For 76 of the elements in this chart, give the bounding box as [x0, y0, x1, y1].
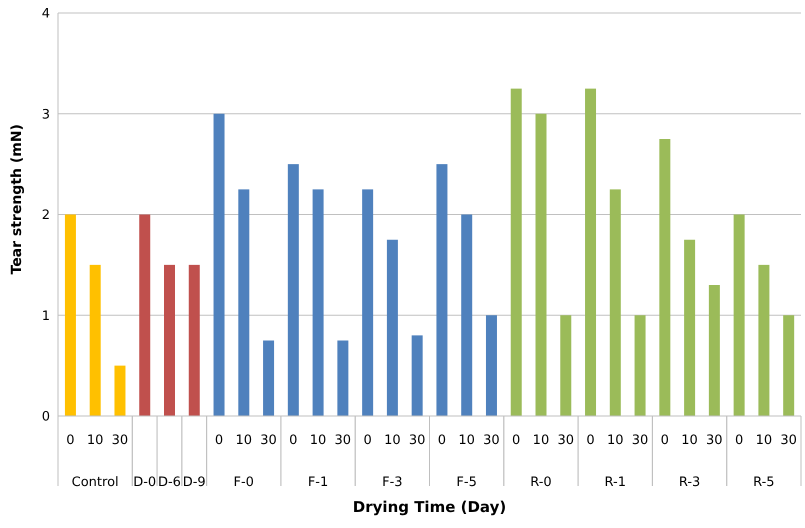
bar	[684, 240, 696, 416]
bar	[238, 189, 250, 416]
text: Control	[72, 475, 119, 490]
x-tick-label: 0	[734, 433, 744, 448]
text: D-9	[182, 475, 206, 490]
x-tick-label: 0	[363, 433, 372, 448]
x-tick-label: 10	[606, 433, 624, 448]
x-tick-label: 30	[334, 433, 352, 448]
x-tick-label: 30	[112, 433, 128, 448]
x-tick-label: 10	[681, 433, 698, 448]
text: D-0	[133, 475, 156, 490]
bar	[634, 315, 646, 416]
bar	[510, 88, 522, 416]
x-tick-label: 30	[483, 433, 500, 448]
bar	[486, 315, 497, 416]
bar	[536, 114, 546, 416]
text: F-5	[456, 475, 477, 490]
x-tick-label: 30	[408, 433, 426, 448]
bar	[708, 285, 720, 416]
text: F-3	[382, 475, 403, 490]
x-axis-title: Drying Time (Day)	[352, 498, 506, 516]
bar	[362, 189, 374, 416]
bar	[263, 340, 274, 416]
text: F-1	[308, 475, 328, 490]
x-tick-label: 10	[532, 433, 550, 448]
y-tick-label: 0	[42, 410, 50, 425]
x-tick-label: 0	[660, 433, 669, 448]
bar	[337, 340, 348, 416]
bar	[288, 164, 299, 416]
x-tick-label: 30	[260, 433, 277, 448]
x-tick-label: 10	[458, 433, 475, 448]
x-tick-label: 0	[214, 433, 224, 448]
x-tick-label: 10	[235, 433, 252, 448]
x-tick-label: 30	[780, 433, 797, 448]
text: R-3	[678, 475, 700, 490]
bar	[758, 264, 770, 416]
text: R-0	[530, 475, 552, 490]
bar	[734, 214, 745, 416]
x-tick-label: 30	[632, 433, 648, 448]
bar	[560, 315, 572, 416]
y-axis-title: Tear strength (mN)	[8, 124, 25, 274]
bar	[659, 138, 670, 416]
bar	[214, 114, 225, 416]
x-tick-label: 10	[384, 433, 401, 448]
bar	[461, 214, 472, 416]
text: R-1	[604, 475, 626, 490]
y-tick-label: 2	[42, 208, 50, 224]
bar	[783, 315, 794, 416]
bar	[139, 214, 150, 416]
x-tick-label: 0	[438, 433, 446, 448]
y-tick-label: 4	[42, 6, 50, 22]
bar	[164, 264, 175, 416]
y-tick-label: 3	[42, 107, 50, 122]
text: F-0	[234, 475, 254, 490]
x-tick-label: 0	[66, 433, 75, 448]
bar	[64, 214, 76, 416]
x-tick-label: 0	[586, 433, 595, 448]
bar	[386, 240, 398, 416]
x-tick-label: 30	[557, 433, 574, 448]
bar	[436, 164, 448, 416]
x-tick-label: 0	[512, 433, 520, 448]
x-tick-label: 30	[706, 433, 723, 448]
bar	[114, 366, 126, 416]
bar	[188, 264, 200, 416]
text: R-5	[753, 475, 775, 490]
bar	[90, 264, 101, 416]
bar	[585, 88, 596, 416]
bar	[610, 189, 621, 416]
bar	[412, 335, 423, 416]
x-tick-label: 10	[756, 433, 772, 448]
y-tick-label: 1	[42, 308, 50, 324]
text: D-6	[158, 475, 181, 490]
x-tick-label: 0	[289, 433, 298, 448]
x-tick-label: 10	[310, 433, 326, 448]
bar	[312, 189, 324, 416]
x-tick-label: 10	[86, 433, 104, 448]
